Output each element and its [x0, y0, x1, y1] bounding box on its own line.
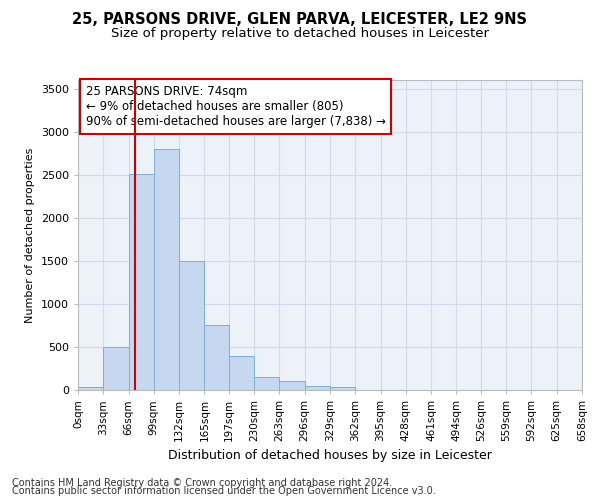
Bar — [330, 386, 355, 390]
Bar — [280, 382, 305, 390]
Bar — [179, 261, 205, 390]
Text: 25 PARSONS DRIVE: 74sqm
← 9% of detached houses are smaller (805)
90% of semi-de: 25 PARSONS DRIVE: 74sqm ← 9% of detached… — [86, 84, 386, 128]
Bar — [305, 386, 330, 390]
X-axis label: Distribution of detached houses by size in Leicester: Distribution of detached houses by size … — [168, 450, 492, 462]
Text: Size of property relative to detached houses in Leicester: Size of property relative to detached ho… — [111, 28, 489, 40]
Bar — [103, 347, 128, 390]
Bar — [78, 388, 103, 390]
Text: Contains HM Land Registry data © Crown copyright and database right 2024.: Contains HM Land Registry data © Crown c… — [12, 478, 392, 488]
Y-axis label: Number of detached properties: Number of detached properties — [25, 148, 35, 322]
Text: Contains public sector information licensed under the Open Government Licence v3: Contains public sector information licen… — [12, 486, 436, 496]
Bar — [154, 149, 179, 390]
Bar — [128, 174, 154, 390]
Bar — [229, 356, 254, 390]
Bar — [205, 326, 229, 390]
Bar — [254, 377, 280, 390]
Text: 25, PARSONS DRIVE, GLEN PARVA, LEICESTER, LE2 9NS: 25, PARSONS DRIVE, GLEN PARVA, LEICESTER… — [73, 12, 527, 28]
